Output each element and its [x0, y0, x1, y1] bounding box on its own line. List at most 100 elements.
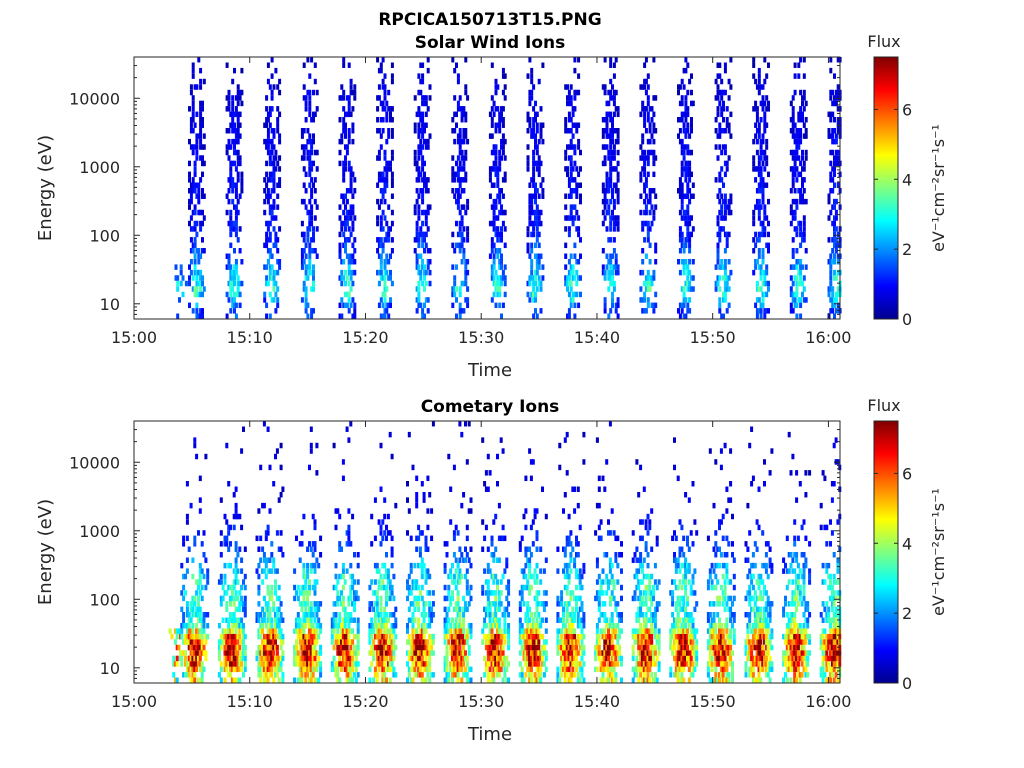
heatmap-cell	[720, 111, 724, 118]
heatmap-cell	[383, 155, 387, 161]
heatmap-cell	[801, 166, 804, 172]
heatmap-cell	[571, 220, 575, 227]
heatmap-cell	[193, 84, 197, 90]
heatmap-cell	[232, 623, 236, 629]
heatmap-cell	[804, 264, 808, 270]
heatmap-cell	[791, 297, 795, 303]
heatmap-cell	[388, 431, 392, 438]
heatmap-cell	[451, 672, 454, 678]
heatmap-cell	[499, 666, 503, 673]
heatmap-cell	[370, 661, 374, 667]
heatmap-cell	[428, 280, 432, 287]
heatmap-cell	[535, 595, 539, 602]
heatmap-cell	[452, 552, 456, 558]
heatmap-cell	[259, 677, 263, 683]
heatmap-cell	[469, 628, 473, 634]
panel-title: Cometary Ions	[421, 397, 560, 417]
heatmap-cell	[612, 264, 616, 270]
heatmap-cell	[765, 291, 769, 298]
heatmap-cell	[686, 166, 690, 172]
heatmap-cell	[195, 193, 199, 199]
heatmap-cell	[238, 155, 242, 161]
heatmap-cell	[302, 633, 306, 640]
heatmap-cell	[268, 639, 272, 645]
heatmap-cell	[804, 100, 808, 107]
heatmap-cell	[761, 149, 765, 156]
heatmap-cell	[801, 95, 804, 101]
heatmap-cell	[385, 677, 388, 683]
heatmap-cell	[639, 286, 643, 292]
heatmap-cell	[201, 171, 204, 178]
heatmap-cell	[347, 188, 351, 194]
heatmap-cell	[641, 308, 645, 314]
heatmap-cell	[230, 644, 234, 651]
heatmap-cell	[340, 95, 344, 101]
heatmap-cell	[306, 546, 310, 552]
heatmap-cell	[462, 650, 466, 656]
heatmap-cell	[791, 291, 795, 298]
heatmap-cell	[268, 612, 272, 618]
heatmap-cell	[351, 513, 355, 520]
heatmap-cell	[424, 215, 428, 221]
heatmap-cell	[390, 666, 394, 673]
heatmap-cell	[379, 237, 383, 243]
heatmap-cell	[494, 122, 498, 128]
heatmap-cell	[259, 612, 263, 618]
heatmap-cell	[503, 666, 507, 673]
heatmap-cell	[533, 661, 537, 667]
heatmap-cell	[379, 242, 383, 249]
heatmap-cell	[342, 95, 346, 101]
heatmap-cell	[464, 650, 467, 656]
heatmap-cell	[754, 177, 758, 183]
heatmap-cell	[182, 650, 186, 656]
heatmap-cell	[464, 421, 467, 427]
heatmap-cell	[761, 177, 765, 183]
heatmap-cell	[379, 639, 383, 645]
heatmap-cell	[654, 204, 658, 210]
heatmap-cell	[232, 650, 236, 656]
heatmap-cell	[389, 117, 392, 123]
heatmap-cell	[185, 633, 189, 640]
heatmap-cell	[420, 530, 424, 536]
heatmap-cell	[199, 308, 203, 314]
heatmap-cell	[354, 666, 358, 673]
heatmap-cell	[270, 595, 274, 602]
heatmap-cell	[577, 138, 581, 145]
heatmap-cell	[261, 617, 265, 623]
heatmap-cell	[191, 188, 195, 194]
heatmap-cell	[500, 280, 503, 287]
heatmap-cell	[752, 106, 756, 112]
heatmap-cell	[686, 275, 690, 281]
heatmap-cell	[833, 128, 836, 134]
heatmap-cell	[426, 308, 430, 314]
heatmap-cell	[688, 248, 692, 254]
heatmap-cell	[272, 286, 276, 292]
heatmap-cell	[417, 650, 421, 656]
heatmap-cell	[187, 628, 191, 634]
x-tick-label: 15:10	[227, 328, 273, 347]
heatmap-cell	[419, 171, 423, 178]
heatmap-cell	[373, 497, 377, 503]
heatmap-cell	[377, 639, 381, 645]
heatmap-cell	[607, 286, 611, 292]
heatmap-cell	[678, 193, 682, 199]
heatmap-cell	[607, 149, 611, 156]
heatmap-cell	[684, 67, 688, 74]
heatmap-cell	[761, 106, 765, 112]
heatmap-cell	[383, 655, 387, 662]
heatmap-cell	[458, 302, 462, 309]
heatmap-cell	[496, 248, 500, 254]
heatmap-cell	[761, 269, 765, 276]
heatmap-cell	[609, 237, 613, 243]
heatmap-cell	[342, 57, 346, 63]
heatmap-cell	[484, 590, 488, 596]
heatmap-cell	[603, 117, 607, 123]
heatmap-cell	[308, 106, 312, 112]
heatmap-cell	[422, 623, 426, 629]
heatmap-cell	[309, 666, 313, 673]
heatmap-cell	[494, 302, 498, 309]
heatmap-cell	[464, 155, 468, 161]
heatmap-cell	[272, 215, 276, 221]
heatmap-cell	[609, 89, 613, 96]
heatmap-cell	[802, 57, 806, 63]
